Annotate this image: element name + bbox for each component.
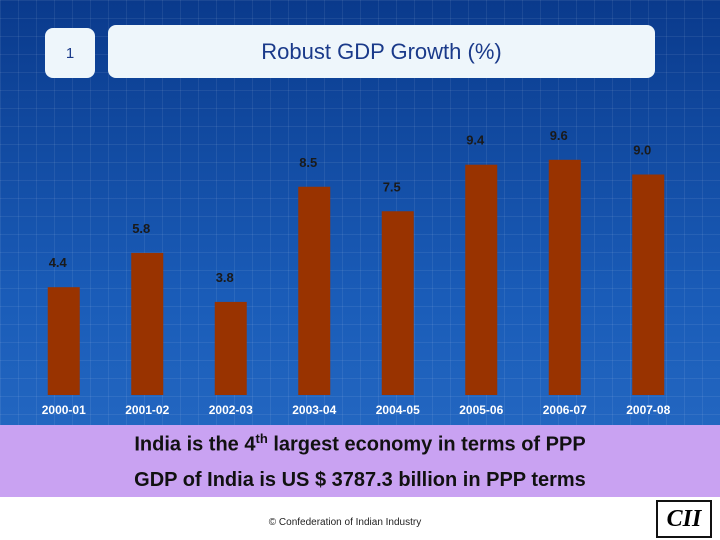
x-tick-label: 2000-01	[42, 403, 86, 417]
bar	[131, 252, 164, 395]
banner: India is the 4th largest economy in term…	[0, 425, 720, 497]
value-label: 3.8	[216, 270, 234, 285]
chart-title: Robust GDP Growth (%)	[108, 25, 655, 78]
bar	[465, 164, 498, 395]
x-tick-label: 2002-03	[209, 403, 253, 417]
x-tick-label: 2006-07	[543, 403, 587, 417]
bar	[381, 211, 414, 395]
footer: © Confederation of Indian Industry CII	[0, 497, 720, 540]
x-tick-label: 2001-02	[125, 403, 169, 417]
x-tick-label: 2007-08	[626, 403, 670, 417]
slide-number: 1	[45, 28, 95, 78]
value-label: 4.4	[49, 255, 68, 270]
x-tick-label: 2004-05	[376, 403, 420, 417]
banner-text: largest economy in terms of PPP	[267, 433, 586, 456]
value-label: 7.5	[383, 179, 401, 194]
banner-sup: th	[255, 431, 268, 446]
banner-line: GDP of India is US $ 3787.3 billion in P…	[134, 469, 586, 491]
value-label: 5.8	[132, 221, 150, 236]
bar	[214, 301, 247, 395]
value-label: 9.0	[633, 143, 651, 158]
chart: 2000-01 4.4 2001-02 5.8 2002-03 3.8 2003-04 8.5…	[42, 127, 670, 417]
copyright: © Confederation of Indian Industry	[268, 517, 422, 528]
bar	[47, 287, 80, 395]
bar	[548, 159, 581, 395]
value-label: 9.4	[466, 133, 485, 148]
bar	[632, 174, 665, 395]
banner-text: India is the 4	[134, 433, 256, 456]
x-tick-label: 2003-04	[292, 403, 336, 417]
logo: CII	[656, 500, 712, 538]
value-label: 8.5	[299, 155, 317, 170]
banner-line: India is the 4th largest economy in term…	[0, 431, 720, 457]
value-label: 9.6	[550, 128, 568, 143]
bar	[298, 186, 331, 395]
x-tick-label: 2005-06	[459, 403, 503, 417]
